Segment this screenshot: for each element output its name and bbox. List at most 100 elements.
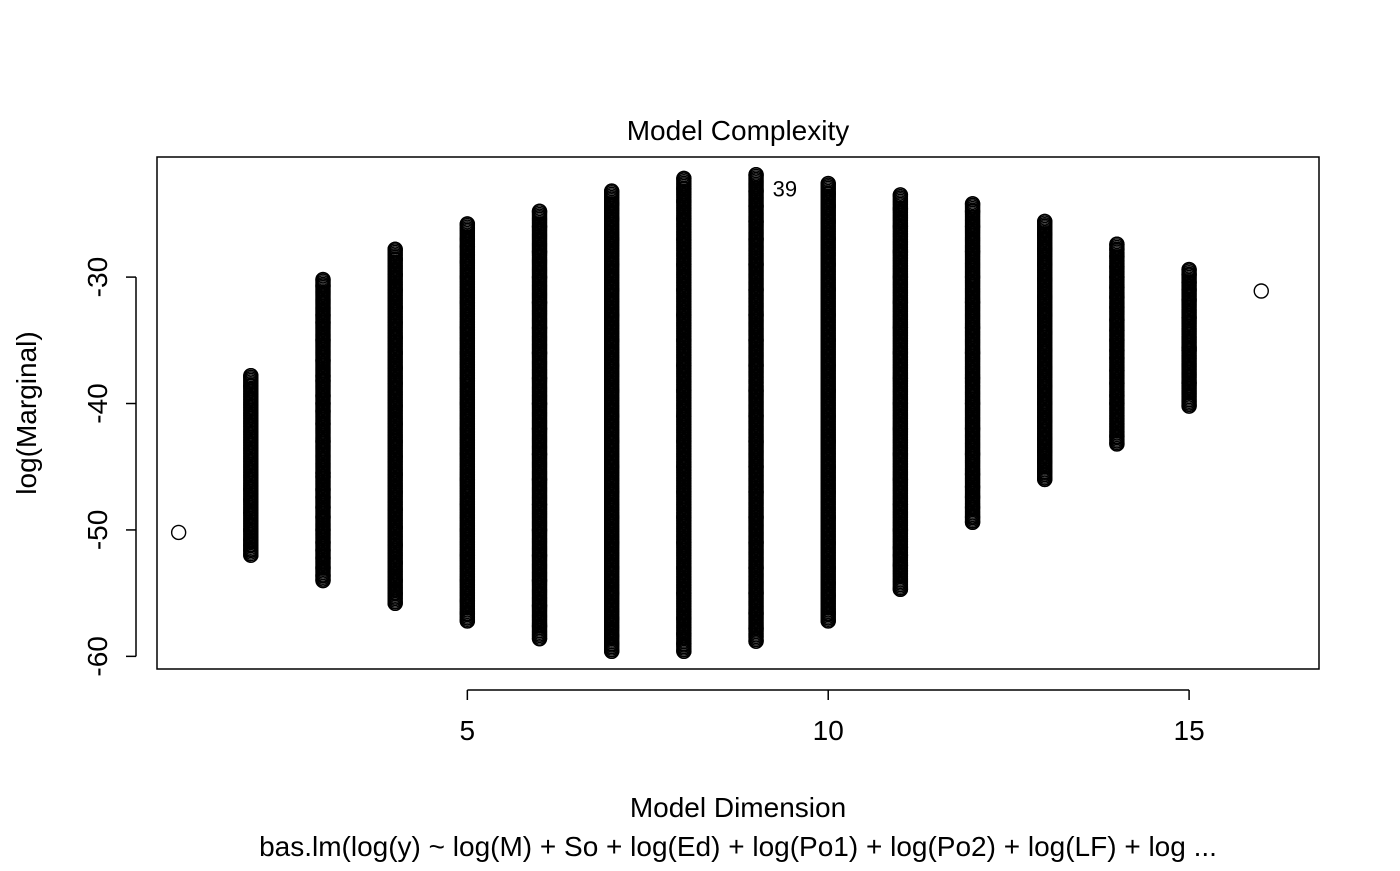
data-point	[531, 618, 548, 634]
data-point	[1037, 431, 1053, 447]
data-point	[676, 459, 692, 475]
data-point	[603, 433, 620, 450]
data-point	[603, 610, 620, 627]
data-point	[820, 509, 836, 525]
data-point	[1181, 342, 1197, 359]
data-point	[459, 269, 476, 285]
data-point	[964, 319, 981, 336]
data-point	[243, 491, 259, 508]
data-point	[315, 522, 331, 538]
data-point	[387, 585, 403, 601]
point-column-8	[676, 170, 692, 660]
y-axis: -60 -50 -40 -30	[82, 257, 137, 677]
data-point	[964, 196, 981, 212]
data-point	[531, 598, 548, 614]
data-point	[170, 524, 187, 541]
data-point	[964, 345, 981, 361]
data-point	[387, 345, 403, 361]
data-point	[459, 446, 476, 462]
data-point	[892, 557, 909, 574]
points-layer	[170, 166, 1269, 660]
data-point	[964, 509, 981, 525]
data-point	[1109, 428, 1125, 445]
data-point	[892, 294, 909, 311]
data-point	[1109, 332, 1125, 349]
data-point	[820, 357, 836, 374]
data-point	[603, 509, 620, 525]
data-point	[1109, 312, 1125, 328]
data-point	[964, 446, 981, 462]
data-point	[459, 370, 476, 386]
data-point	[964, 218, 981, 235]
data-point	[676, 408, 692, 424]
data-point	[387, 266, 403, 283]
data-point	[748, 256, 764, 273]
data-point	[676, 433, 692, 450]
data-point	[531, 572, 548, 589]
data-point	[459, 613, 476, 629]
data-point	[315, 465, 331, 481]
data-point	[892, 269, 909, 285]
data-point	[820, 282, 836, 298]
data-point	[531, 319, 548, 336]
point-column-2	[243, 368, 259, 563]
data-point	[820, 484, 836, 500]
data-point	[1181, 292, 1197, 308]
data-point	[315, 314, 331, 331]
data-point	[676, 332, 692, 349]
data-point	[243, 532, 259, 548]
data-point	[459, 471, 476, 488]
x-tick-label: 15	[1174, 715, 1205, 746]
data-point	[1037, 378, 1053, 394]
x-tick-label: 10	[813, 715, 844, 746]
data-point	[676, 383, 692, 399]
data-point	[676, 509, 692, 525]
data-point	[459, 572, 476, 589]
data-point	[820, 231, 836, 247]
data-point	[387, 537, 403, 553]
y-tick-label: -50	[82, 510, 113, 550]
data-point	[1109, 395, 1125, 412]
data-point	[531, 446, 548, 462]
x-axis-label: Model Dimension	[630, 792, 846, 823]
data-point	[964, 244, 981, 260]
data-point	[603, 585, 620, 601]
data-point	[892, 522, 909, 538]
data-point	[315, 509, 331, 525]
data-point	[676, 625, 692, 642]
data-point	[387, 375, 403, 391]
data-point	[1037, 289, 1053, 306]
data-point	[748, 459, 764, 475]
data-point	[676, 585, 692, 601]
point-column-14	[1109, 236, 1125, 452]
y-tick-label: -40	[82, 383, 113, 423]
data-point	[820, 587, 836, 604]
data-point	[387, 251, 403, 268]
data-point	[603, 282, 620, 298]
data-point	[243, 481, 259, 498]
x-tick-label: 5	[460, 715, 476, 746]
data-point	[459, 605, 476, 622]
data-point	[531, 421, 548, 437]
data-point	[531, 345, 548, 361]
data-point	[1037, 307, 1053, 323]
data-point	[459, 254, 476, 270]
data-point	[820, 213, 836, 230]
data-point	[820, 383, 836, 399]
data-point	[748, 307, 764, 323]
data-point	[387, 330, 403, 346]
data-point	[820, 175, 836, 192]
data-point	[676, 180, 692, 197]
data-point	[1037, 443, 1053, 460]
data-point	[315, 352, 331, 369]
data-point	[892, 446, 909, 462]
data-point	[531, 218, 548, 235]
data-point	[1109, 289, 1125, 306]
data-point	[1181, 266, 1197, 283]
data-point	[243, 547, 259, 563]
point-annotation-label: 39	[773, 177, 797, 202]
data-point	[243, 522, 259, 538]
data-point	[603, 357, 620, 374]
data-point	[964, 203, 981, 220]
